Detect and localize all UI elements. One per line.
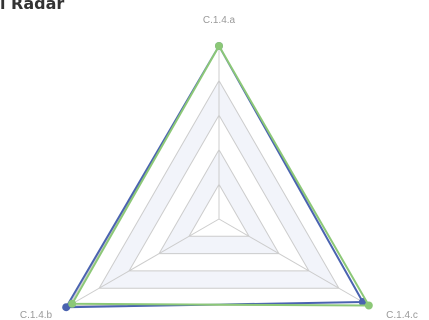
grid-ring <box>158 148 280 255</box>
radar-series-layer <box>62 42 373 312</box>
axis-line <box>218 218 370 306</box>
series-line-2 <box>71 45 370 307</box>
series-1-point-C.1.4.b[interactable] <box>62 303 71 312</box>
radar-axis-labels: C.1.4.a C.1.4.b C.1.4.c <box>20 15 418 320</box>
chart-title: l Radar <box>0 0 65 13</box>
grid-ring <box>98 79 340 289</box>
grid-ring <box>188 183 250 237</box>
axis-line <box>68 218 220 306</box>
series-2-point-C.1.4.a[interactable] <box>215 42 223 50</box>
series-2-point-C.1.4.b[interactable] <box>68 299 77 308</box>
axis-label-C.1.4.c: C.1.4.c <box>386 310 418 320</box>
series-2-point-C.1.4.c[interactable] <box>364 301 373 310</box>
axis-label-C.1.4.a: C.1.4.a <box>203 15 236 26</box>
axis-label-C.1.4.b: C.1.4.b <box>20 310 53 320</box>
radar-axis-lines <box>68 46 370 306</box>
grid-ring <box>128 114 310 272</box>
